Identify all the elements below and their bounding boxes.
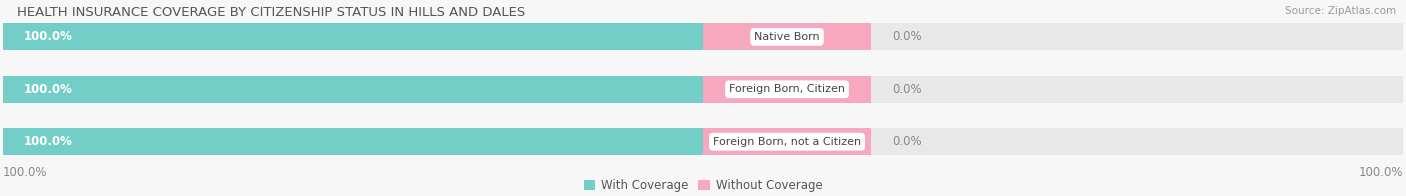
Bar xyxy=(3,76,1403,103)
Bar xyxy=(703,76,872,103)
Bar xyxy=(3,128,1403,155)
Bar xyxy=(703,128,872,155)
Text: Native Born: Native Born xyxy=(754,32,820,42)
Text: Foreign Born, Citizen: Foreign Born, Citizen xyxy=(730,84,845,94)
Text: 0.0%: 0.0% xyxy=(891,135,922,148)
Bar xyxy=(703,23,872,51)
Text: 0.0%: 0.0% xyxy=(891,30,922,43)
Text: 100.0%: 100.0% xyxy=(24,135,73,148)
Text: 100.0%: 100.0% xyxy=(3,166,48,180)
Text: Foreign Born, not a Citizen: Foreign Born, not a Citizen xyxy=(713,137,860,147)
Text: 100.0%: 100.0% xyxy=(24,83,73,96)
Legend: With Coverage, Without Coverage: With Coverage, Without Coverage xyxy=(579,174,827,196)
Bar xyxy=(3,76,703,103)
Text: 0.0%: 0.0% xyxy=(891,83,922,96)
Bar xyxy=(3,128,703,155)
Text: 100.0%: 100.0% xyxy=(24,30,73,43)
Text: 100.0%: 100.0% xyxy=(1358,166,1403,180)
Text: HEALTH INSURANCE COVERAGE BY CITIZENSHIP STATUS IN HILLS AND DALES: HEALTH INSURANCE COVERAGE BY CITIZENSHIP… xyxy=(17,6,524,19)
Bar xyxy=(3,23,1403,51)
Bar xyxy=(3,23,703,51)
Text: Source: ZipAtlas.com: Source: ZipAtlas.com xyxy=(1285,6,1396,16)
